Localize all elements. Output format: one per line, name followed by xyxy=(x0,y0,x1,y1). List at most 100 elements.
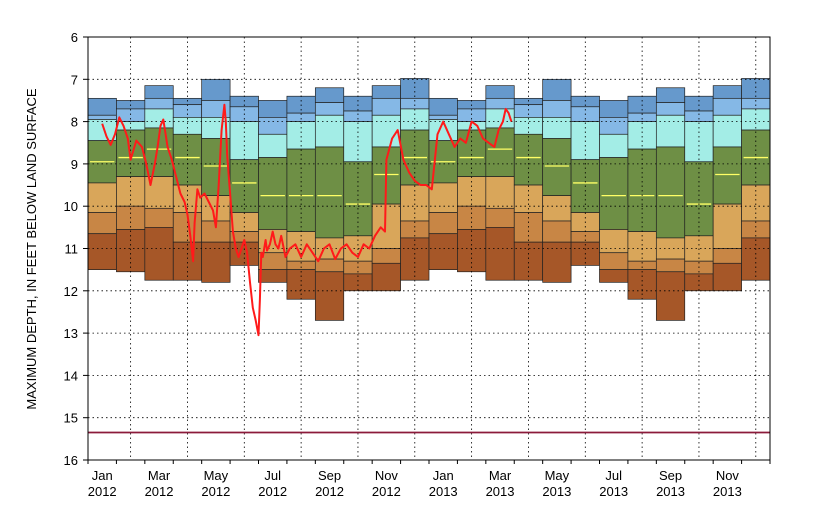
band-sep-2013-p3 xyxy=(655,146,686,239)
y-tick-label-7: 7 xyxy=(71,72,78,87)
band-jan-2013-p1 xyxy=(428,114,458,120)
gridlines xyxy=(88,37,770,460)
band-nov-2013-p1 xyxy=(712,97,742,116)
band-mar-2012-p0 xyxy=(144,85,174,99)
band-apr-2013-p6 xyxy=(513,241,544,281)
band-oct-2013-p0 xyxy=(684,95,714,112)
band-jul-2013-p1 xyxy=(599,117,629,135)
x-tick-label-sep-2012: Sep xyxy=(318,468,341,483)
band-jan-2012-p4 xyxy=(87,182,117,213)
y-tick-label-12: 12 xyxy=(64,284,78,299)
x-tick-label-jul-2013: Jul xyxy=(605,468,622,483)
band-jan-2012-p2 xyxy=(87,119,117,141)
band-mar-2013-p4 xyxy=(485,176,515,209)
band-nov-2013-p0 xyxy=(712,85,742,99)
x-tick-year-jan-2013: 2013 xyxy=(429,484,458,499)
band-sep-2013-p2 xyxy=(655,114,686,148)
x-tick-year-mar-2013: 2013 xyxy=(486,484,515,499)
band-nov-2013-p3 xyxy=(712,146,742,205)
y-tick-label-13: 13 xyxy=(64,326,78,341)
band-aug-2013-p2 xyxy=(627,121,657,150)
band-nov-2013-p2 xyxy=(712,114,742,148)
band-sep-2012-p3 xyxy=(314,146,345,239)
band-apr-2012-p6 xyxy=(172,241,203,281)
x-tick-label-mar-2013: Mar xyxy=(489,468,512,483)
y-tick-label-16: 16 xyxy=(64,453,78,468)
band-may-2013-p3 xyxy=(542,138,572,196)
x-tick-label-may-2012: May xyxy=(204,468,229,483)
x-tick-year-nov-2012: 2012 xyxy=(372,484,401,499)
y-tick-label-8: 8 xyxy=(71,115,78,130)
band-jan-2012-p0 xyxy=(87,97,117,116)
band-nov-2013-p4 xyxy=(712,203,742,249)
observed-depth-line xyxy=(101,103,513,337)
band-jul-2012-p3 xyxy=(258,157,288,230)
y-axis-title: MAXIMUM DEPTH, IN FEET BELOW LAND SURFAC… xyxy=(24,88,39,410)
band-oct-2012-p1 xyxy=(343,110,373,122)
y-tick-label-11: 11 xyxy=(65,242,79,257)
band-oct-2012-p0 xyxy=(343,95,373,112)
band-jan-2012-p1 xyxy=(87,114,117,120)
band-apr-2013-p1 xyxy=(513,104,544,118)
band-apr-2013-p0 xyxy=(513,97,544,106)
band-jul-2013-p0 xyxy=(599,100,629,118)
band-may-2013-p2 xyxy=(542,117,572,139)
x-tick-year-sep-2012: 2012 xyxy=(315,484,344,499)
band-may-2013-p4 xyxy=(542,195,572,222)
band-jul-2013-p5 xyxy=(599,252,629,270)
band-jul-2012-p6 xyxy=(258,269,288,283)
band-feb-2012-p6 xyxy=(116,229,146,273)
band-mar-2013-p6 xyxy=(485,227,515,281)
x-tick-year-jul-2012: 2012 xyxy=(258,484,287,499)
x-tick-label-jul-2012: Jul xyxy=(264,468,281,483)
band-may-2013-p5 xyxy=(542,220,572,243)
band-oct-2013-p3 xyxy=(684,161,714,237)
band-sep-2013-p6 xyxy=(655,271,686,321)
x-tick-label-nov-2013: Nov xyxy=(716,468,740,483)
y-tick-label-14: 14 xyxy=(64,368,78,383)
y-tick-label-9: 9 xyxy=(71,157,78,172)
band-sep-2013-p0 xyxy=(655,87,686,103)
band-jan-2013-p5 xyxy=(428,212,458,235)
band-aug-2012-p2 xyxy=(286,121,316,150)
band-may-2013-p1 xyxy=(542,100,572,118)
band-jul-2013-p3 xyxy=(599,157,629,230)
band-mar-2012-p5 xyxy=(144,207,174,228)
band-jan-2013-p6 xyxy=(428,233,458,270)
band-feb-2013-p6 xyxy=(457,229,487,273)
band-apr-2012-p0 xyxy=(172,97,203,106)
band-jul-2013-p6 xyxy=(599,269,629,283)
band-apr-2012-p1 xyxy=(172,104,203,118)
axes: 678910111213141516Jan2012Mar2012May2012J… xyxy=(64,30,771,499)
y-tick-label-15: 15 xyxy=(64,411,78,426)
band-dec-2012-p0 xyxy=(400,78,430,99)
band-may-2012-p0 xyxy=(201,78,231,101)
x-tick-year-sep-2013: 2013 xyxy=(656,484,685,499)
band-nov-2012-p0 xyxy=(371,85,401,99)
band-mar-2012-p6 xyxy=(144,227,174,281)
x-tick-label-mar-2012: Mar xyxy=(148,468,171,483)
band-nov-2012-p5 xyxy=(371,248,401,264)
band-dec-2012-p1 xyxy=(400,97,430,110)
x-tick-label-jan-2012: Jan xyxy=(92,468,113,483)
band-mar-2012-p2 xyxy=(144,108,174,129)
band-sep-2012-p2 xyxy=(314,114,345,148)
band-jan-2012-p5 xyxy=(87,212,117,235)
x-tick-year-nov-2013: 2013 xyxy=(713,484,742,499)
band-oct-2012-p3 xyxy=(343,161,373,237)
band-mar-2012-p1 xyxy=(144,97,174,110)
x-tick-year-jul-2013: 2013 xyxy=(599,484,628,499)
band-nov-2013-p5 xyxy=(712,248,742,264)
x-tick-label-may-2013: May xyxy=(545,468,570,483)
band-jan-2013-p0 xyxy=(428,97,458,116)
band-dec-2013-p1 xyxy=(741,97,771,110)
band-jul-2012-p1 xyxy=(258,117,288,135)
band-jul-2012-p0 xyxy=(258,100,288,118)
band-sep-2012-p6 xyxy=(314,271,345,321)
x-tick-year-may-2012: 2012 xyxy=(201,484,230,499)
band-mar-2013-p1 xyxy=(485,97,515,110)
y-tick-label-10: 10 xyxy=(64,199,78,214)
band-sep-2013-p1 xyxy=(655,102,686,116)
